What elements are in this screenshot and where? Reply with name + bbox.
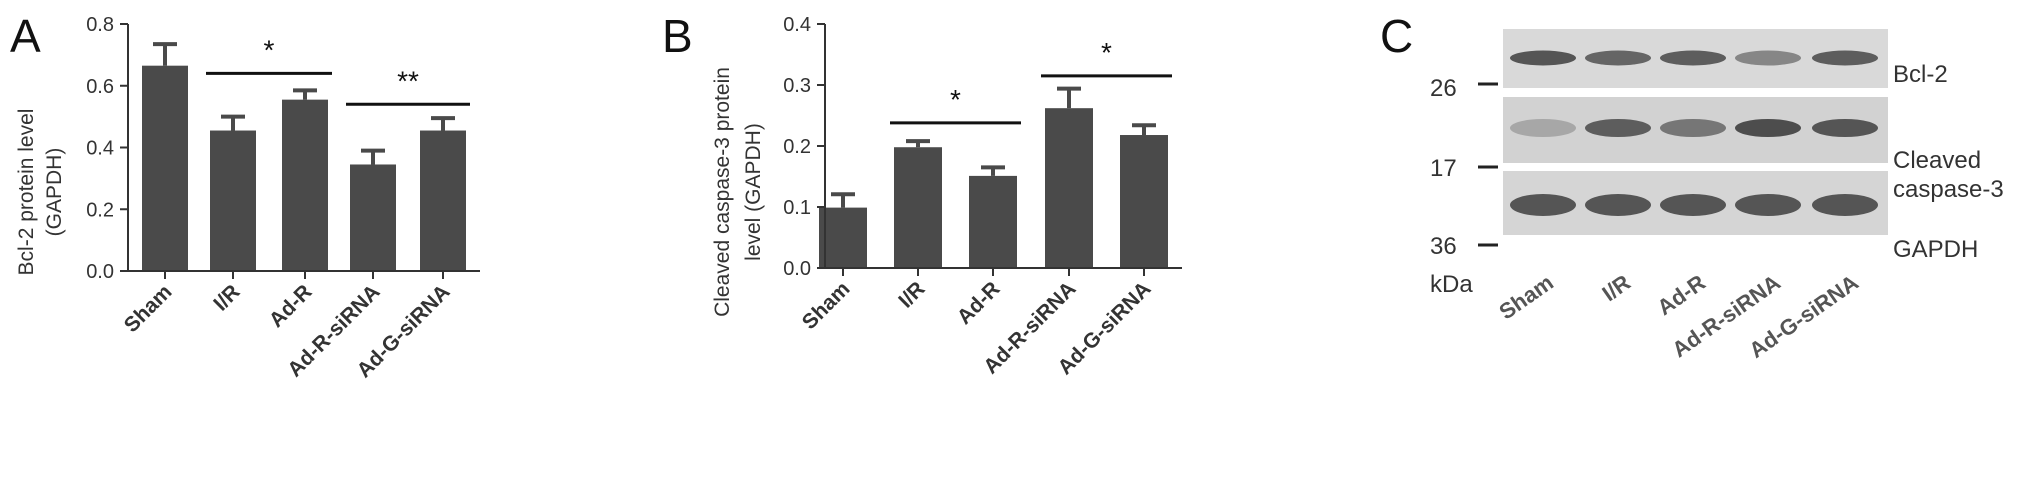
- blot-lane-label-0: Sham: [1494, 270, 1557, 325]
- blot-label-gapdh: GAPDH: [1893, 236, 1978, 263]
- blot-band-row2-lane3: [1735, 194, 1801, 216]
- chart-a-bar-1: [210, 130, 256, 271]
- blot-band-row0-lane4: [1812, 50, 1878, 66]
- blot-band-row1-lane2: [1660, 119, 1726, 137]
- blot-band-row1-lane1: [1585, 119, 1651, 137]
- chart-b-bar-2: [969, 175, 1017, 268]
- chart-b-y-tick-label-0: 0.0: [783, 258, 811, 280]
- chart-a-x-tick-label-0: Sham: [120, 280, 177, 337]
- chart-b-x-tick-label-0: Sham: [798, 277, 855, 334]
- chart-b-y-tick-label-1: 0.1: [783, 197, 811, 219]
- chart-b-y-tick-label-3: 0.3: [783, 75, 811, 97]
- chart-a-significance-label-0: *: [264, 34, 275, 65]
- blot-band-row1-lane0: [1510, 119, 1576, 137]
- chart-a-bars: [142, 65, 466, 272]
- blot-label-caspase3-line-2: caspase-3: [1893, 176, 2004, 203]
- blot-marker-36: 36: [1430, 233, 1457, 260]
- panel-label-c: C: [1380, 10, 1413, 62]
- chart-a-ylabel-line-2: (GAPDH): [43, 148, 66, 237]
- blot-band-row2-lane0: [1510, 194, 1576, 216]
- chart-b-x-tick-label-1: I/R: [894, 277, 929, 312]
- chart-a-significance: ***: [206, 34, 470, 106]
- chart-a: *** 0.00.20.40.60.8 Sham I/R Ad-RAd-R-siRN…: [15, 14, 480, 382]
- chart-b-x-tick-label-2: Ad-R: [953, 277, 1005, 329]
- blot-unit: kDa: [1430, 271, 1473, 298]
- chart-b-ylabel-line-2: level (GAPDH): [742, 123, 765, 261]
- blot-band-row0-lane1: [1585, 50, 1651, 66]
- chart-a-significance-label-1: **: [397, 65, 419, 96]
- blot-band-row1-lane4: [1812, 119, 1878, 137]
- chart-a-y-tick-label-1: 0.2: [86, 199, 114, 221]
- chart-a-errorbars: [153, 42, 455, 165]
- panel-label-b: B: [662, 10, 693, 62]
- chart-a-bar-2: [282, 99, 328, 271]
- chart-b-y-axis: 0.0 0.1 0.2 0.3 0.4: [783, 14, 826, 280]
- blot-label-caspase3-line-1: Cleaved: [1893, 147, 1981, 174]
- blot-lane-label-1: I/R: [1597, 270, 1634, 307]
- blot-bands: [1510, 50, 1878, 216]
- blot-band-row2-lane2: [1660, 194, 1726, 216]
- chart-a-bar-3: [350, 164, 396, 271]
- chart-a-x-tick-label-1: I/R: [209, 280, 244, 315]
- chart-a-x-tick-label-2: Ad-R: [265, 280, 317, 332]
- blot-band-row0-lane2: [1660, 50, 1726, 66]
- chart-b-significance-label-1: *: [1101, 37, 1112, 68]
- chart-a-ylabel-line-1: Bcl-2 protein level: [15, 109, 38, 276]
- chart-a-y-tick-label-0: 0.0: [86, 261, 114, 283]
- blot-band-row0-lane0: [1510, 50, 1576, 66]
- blot-band-row0-lane3: [1735, 50, 1801, 66]
- blot-marker-17: 17: [1430, 155, 1457, 182]
- chart-b-y-tick-label-2: 0.2: [783, 136, 811, 158]
- chart-b-ylabel-line-1: Cleaved caspase-3 protein: [711, 67, 734, 317]
- panel-label-a: A: [10, 10, 41, 62]
- chart-b-bar-3: [1045, 108, 1093, 269]
- blot-marker-26: 26: [1430, 75, 1457, 102]
- blot-band-row1-lane3: [1735, 119, 1801, 137]
- chart-b-significance-label-0: *: [950, 84, 961, 115]
- chart-a-y-tick-label-4: 0.8: [86, 14, 114, 36]
- chart-b-y-tick-label-4: 0.4: [783, 14, 811, 36]
- blot-band-row2-lane4: [1812, 194, 1878, 216]
- chart-b-bars: [819, 108, 1168, 269]
- chart-a-bar-4: [420, 130, 466, 271]
- chart-b-bar-1: [894, 147, 942, 268]
- blot-label-bcl2: Bcl-2: [1893, 61, 1948, 88]
- chart-a-y-tick-label-2: 0.4: [86, 138, 114, 160]
- chart-b: ** 0.00.10.20.30.4 Sham I/R Ad-RAd-R-siRNA…: [711, 14, 1182, 379]
- chart-b-bar-4: [1120, 135, 1168, 268]
- chart-a-bar-0: [142, 65, 188, 272]
- chart-b-significance: **: [890, 37, 1172, 125]
- chart-b-bar-0: [819, 207, 867, 268]
- blot-lane-label-2: Ad-R: [1652, 270, 1709, 321]
- blot-band-row2-lane1: [1585, 194, 1651, 216]
- chart-a-y-tick-label-3: 0.6: [86, 76, 114, 98]
- chart-a-y-axis: 0.0 0.2 0.4 0.6 0.8: [86, 14, 129, 283]
- western-blot: 26 17 36 kDa Bcl-2 Cleaved caspase-3 GAP…: [1430, 29, 2004, 363]
- chart-b-errorbars: [831, 86, 1156, 208]
